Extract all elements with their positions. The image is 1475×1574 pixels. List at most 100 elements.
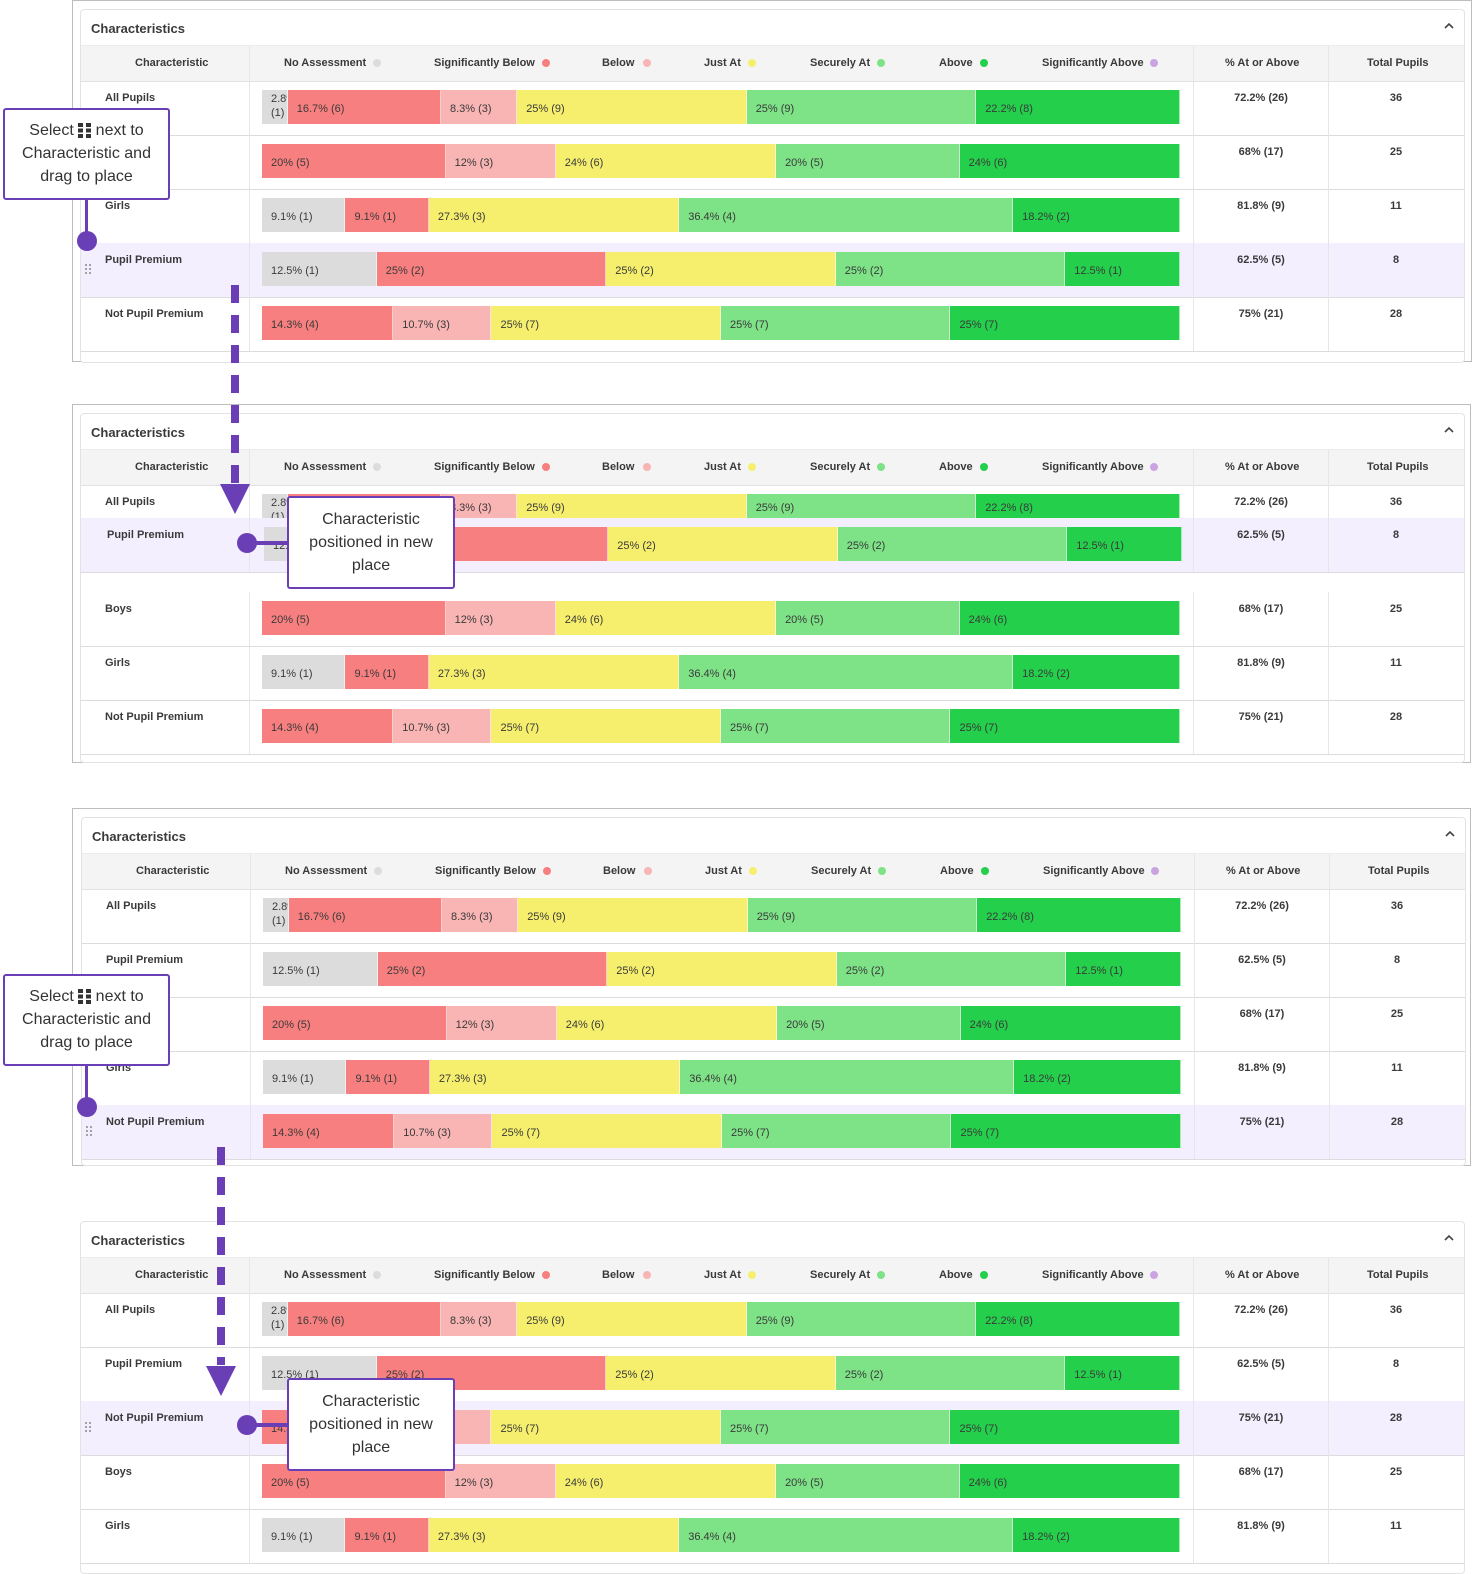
legend-dot	[1150, 463, 1158, 471]
column-divider	[1193, 189, 1194, 243]
bar-segment: 20% (5)	[776, 601, 960, 635]
drag-handle-icon[interactable]	[84, 263, 92, 275]
row-name: All Pupils	[105, 92, 156, 104]
column-divider	[1329, 854, 1330, 889]
bar-segment: 9.1% (1)	[262, 1518, 346, 1552]
header-securely-at: Securely At	[810, 1269, 871, 1281]
chevron-up-icon[interactable]	[1442, 1231, 1456, 1245]
callout-connector-dot	[77, 231, 97, 251]
drag-handle-icon[interactable]	[85, 1125, 93, 1137]
bar-segment: 25% (2)	[836, 952, 1067, 986]
bar-segment: 9.1% (1)	[262, 198, 346, 232]
column-divider	[1329, 943, 1330, 997]
pct-at-or-above: 75% (21)	[1238, 1412, 1284, 1424]
bar-segment: 25% (9)	[517, 90, 747, 124]
row-name: Pupil Premium	[107, 529, 185, 541]
total-pupils: 25	[1390, 1008, 1404, 1020]
column-divider	[1328, 135, 1329, 189]
legend-dot	[878, 867, 886, 875]
characteristics-card: Characteristics Characteristic No Assessm…	[81, 817, 1466, 1166]
table-row[interactable]: 68% (17) 25 20% (5) 12% (3) 24% (6) 20% (5) 24…	[81, 135, 1464, 190]
column-divider	[1193, 1401, 1194, 1455]
table-row[interactable]: Girls 81.8% (9) 11 9.1% (1) 9.1% (1) 27.3% (3…	[82, 1051, 1465, 1106]
header-pct: % At or Above	[1225, 57, 1300, 69]
bar-segment: 10.7% (3)	[394, 1114, 493, 1148]
column-divider	[249, 46, 250, 81]
bar-segment: 9.1% (1)	[262, 655, 346, 689]
bar-segment: 25% (7)	[491, 1410, 721, 1444]
table-row[interactable]: Boys 68% (17) 25 20% (5) 12% (3) 24% (6) 20% (…	[81, 1455, 1464, 1510]
callout-connector-dot	[77, 1097, 97, 1117]
arrow-head	[220, 484, 250, 514]
column-divider	[249, 450, 250, 485]
pct-at-or-above: 72.2% (26)	[1234, 496, 1288, 508]
bar-segment: 25% (7)	[492, 1114, 722, 1148]
column-divider	[249, 1455, 250, 1509]
table-row[interactable]: Not Pupil Premium 75% (21) 28 14.3% (4)10.7…	[81, 297, 1464, 352]
table-row[interactable]: All Pupils 72.2% (26) 36 2.8% (1)16.7% (6)8…	[81, 1293, 1464, 1348]
header-below: Below	[602, 1269, 635, 1281]
bar-segment: 2.8% (1)	[262, 1302, 288, 1336]
header-securely-at: Securely At	[810, 461, 871, 473]
distribution-bar: 20% (5) 12% (3) 24% (6) 20% (5) 24% (6)	[262, 144, 1180, 178]
bar-segment: 24% (6)	[959, 1464, 1180, 1498]
column-divider	[1328, 485, 1329, 518]
table-row[interactable]: All Pupils 72.2% (26) 36 2.8% (1)16.7% (6)8…	[82, 889, 1465, 944]
column-divider	[250, 997, 251, 1051]
bar-segment: 12% (3)	[446, 1006, 557, 1040]
callout-connector	[85, 199, 88, 241]
column-divider	[1193, 1455, 1194, 1509]
header-below: Below	[602, 461, 635, 473]
bar-segment: 25% (2)	[606, 1356, 836, 1390]
table-row[interactable]: Boys 68% (17) 25 20% (5) 12% (3) 24% (6) 20% (…	[81, 592, 1464, 647]
bar-segment: 25% (2)	[377, 952, 608, 986]
bar-segment: 18.2% (2)	[1013, 655, 1180, 689]
bar-segment: 25% (2)	[837, 527, 1068, 561]
column-divider	[249, 81, 250, 135]
chevron-up-icon[interactable]	[1443, 827, 1457, 841]
column-divider	[249, 1258, 250, 1293]
table-row[interactable]: Girls 81.8% (9) 11 9.1% (1) 9.1% (1) 27.3% (3…	[81, 646, 1464, 701]
table-row[interactable]: Girls 81.8% (9) 11 9.1% (1) 9.1% (1) 27.3% (3…	[81, 189, 1464, 244]
chevron-up-icon[interactable]	[1442, 19, 1456, 33]
drag-path-arrow	[217, 1147, 225, 1365]
column-divider	[1194, 943, 1195, 997]
characteristics-card: Characteristics Characteristic No Assessm…	[80, 9, 1465, 363]
bar-segment: 25% (7)	[951, 1114, 1181, 1148]
row-name: Not Pupil Premium	[105, 711, 204, 723]
row-name: All Pupils	[106, 900, 157, 912]
bar-segment: 25% (2)	[606, 252, 836, 286]
row-name: All Pupils	[105, 1304, 156, 1316]
column-divider	[1328, 1401, 1329, 1455]
table-row[interactable]: Not Pupil Premium 75% (21) 28 14.3% (4)10.7…	[81, 700, 1464, 755]
chevron-up-icon[interactable]	[1442, 423, 1456, 437]
drag-instruction-callout: Select next to Characteristic and drag t…	[3, 974, 170, 1066]
drag-handle-icon[interactable]	[84, 1421, 92, 1433]
table-row[interactable]: All Pupils 72.2% (26) 36 2.8% (1)16.7% (6)8…	[81, 81, 1464, 136]
callout-connector-dot	[237, 533, 257, 553]
bar-segment: 25% (7)	[720, 306, 951, 340]
bar-segment: 25% (2)	[835, 252, 1066, 286]
legend-dot	[643, 463, 651, 471]
column-divider	[249, 592, 250, 646]
table-row[interactable]: All Pupils 72.2% (26) 36 2.8% (1)16.7% (6)8…	[81, 485, 1464, 519]
table-row[interactable]: Not Pupil Premium 75% (21) 28 14.3% (4)10.7…	[82, 1105, 1465, 1160]
header-sig-below: Significantly Below	[434, 57, 535, 69]
column-divider	[1328, 646, 1329, 700]
table-row[interactable]: Girls 81.8% (9) 11 9.1% (1) 9.1% (1) 27.3% (3…	[81, 1509, 1464, 1564]
bar-segment: 9.1% (1)	[345, 655, 429, 689]
card-title: Characteristics	[91, 21, 185, 36]
table-row[interactable]: 68% (17) 25 20% (5) 12% (3) 24% (6) 20% (5) 24…	[82, 997, 1465, 1052]
bar-segment: 9.1% (1)	[345, 198, 429, 232]
total-pupils: 25	[1389, 146, 1403, 158]
total-pupils: 28	[1389, 1412, 1403, 1424]
bar-segment: 24% (6)	[555, 144, 777, 178]
column-divider	[249, 646, 250, 700]
column-divider	[1329, 1051, 1330, 1105]
bar-segment: 25% (7)	[950, 1410, 1180, 1444]
row-name: Boys	[105, 1466, 132, 1478]
bar-segment: 20% (5)	[262, 144, 446, 178]
